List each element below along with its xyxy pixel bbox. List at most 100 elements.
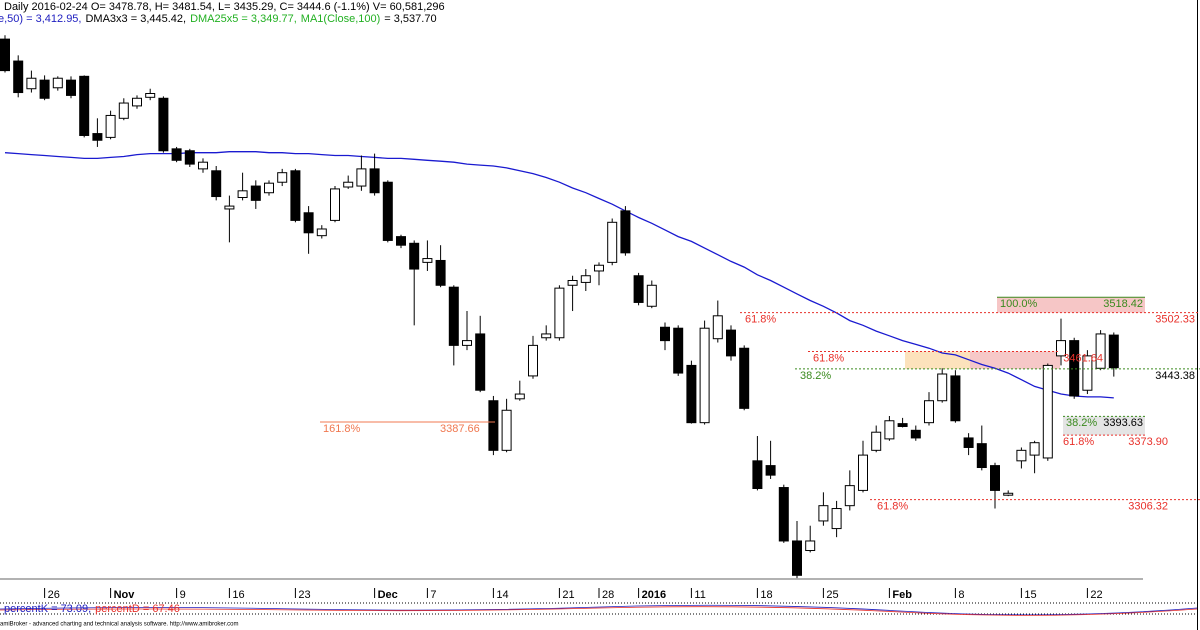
candle-body xyxy=(224,205,235,210)
candle-body xyxy=(871,431,882,451)
osc-item: percentD = 67.46 xyxy=(95,603,180,615)
candle-body xyxy=(1095,333,1106,369)
candle-body xyxy=(554,287,565,339)
fib-zone xyxy=(1063,416,1145,436)
fib-label: 38.2% xyxy=(1066,417,1097,429)
candle-body xyxy=(792,540,802,576)
x-tick-label: 7 xyxy=(430,589,436,601)
x-tick-label: Nov xyxy=(114,589,136,601)
candle-body xyxy=(686,364,697,424)
fib-label: 61.8% xyxy=(745,314,776,326)
fib-label: 161.8% xyxy=(323,423,361,435)
footer: amiBroker - advanced charting and techni… xyxy=(0,622,238,628)
candle-body xyxy=(211,170,222,198)
candle-body xyxy=(488,400,499,451)
candle-body xyxy=(462,340,472,346)
candle-body xyxy=(1042,364,1053,459)
candle-body xyxy=(990,465,1000,491)
candle-body xyxy=(343,181,354,188)
chart-title: Daily 2016-02-24 O= 3478.78, H= 3481.54,… xyxy=(4,1,445,13)
legend-item: MA1(Close,100) xyxy=(301,13,380,25)
fib-value: 3393.63 xyxy=(1103,417,1143,429)
candle-body xyxy=(818,505,829,522)
legend: e,50) = 3,412.95, DMA3x3 = 3,445.42, DMA25… xyxy=(0,13,437,25)
candle-body xyxy=(646,284,657,307)
candle-body xyxy=(105,114,116,138)
candle-body xyxy=(726,329,736,357)
legend-item: DMA25x5 = 3,349.77, xyxy=(190,13,297,25)
candle-body xyxy=(1069,340,1080,397)
candle-body xyxy=(528,344,538,377)
candle-body xyxy=(382,181,393,241)
x-tick-label: 21 xyxy=(562,589,574,601)
x-tick-label: 28 xyxy=(602,589,614,601)
candle-body xyxy=(1016,449,1027,462)
x-tick-label: 18 xyxy=(760,589,772,601)
candle-body xyxy=(118,102,129,119)
candle-body xyxy=(567,280,578,286)
legend-item: = 3,537.70 xyxy=(384,13,436,25)
x-tick-label: 16 xyxy=(232,589,244,601)
fib-value: 3373.90 xyxy=(1128,436,1168,448)
candle-body xyxy=(660,326,670,342)
x-tick-label: 23 xyxy=(298,589,310,601)
candle-body xyxy=(52,77,63,89)
fib-value: 3306.32 xyxy=(1128,501,1168,513)
candle-body xyxy=(264,182,274,194)
candle-body xyxy=(976,443,987,469)
candle-body xyxy=(237,190,248,198)
candle-body xyxy=(330,188,340,221)
candle-body xyxy=(66,79,76,96)
osc-line xyxy=(0,604,1198,616)
fib-value: 3387.66 xyxy=(440,423,480,435)
candle-body xyxy=(514,393,525,400)
candle-body xyxy=(541,333,552,339)
x-tick-label: 2016 xyxy=(642,589,666,601)
candle-body xyxy=(0,38,10,72)
fib-label: 61.8% xyxy=(813,352,844,364)
x-tick-label: 25 xyxy=(826,589,838,601)
candle-body xyxy=(158,97,169,152)
candle-body xyxy=(435,259,446,286)
x-tick-label: Feb xyxy=(892,589,912,601)
legend-item: e,50) = 3,412.95, xyxy=(0,13,81,25)
candle-body xyxy=(739,347,750,409)
candle-body xyxy=(422,258,433,263)
candle-body xyxy=(1056,340,1066,357)
fib-zone xyxy=(905,351,970,369)
x-tick-label: 26 xyxy=(48,589,60,601)
x-tick-label: 22 xyxy=(1090,589,1102,601)
candle-body xyxy=(277,172,288,183)
fib-zone xyxy=(970,351,1060,369)
candle-body xyxy=(409,242,420,270)
fib-label: 100.0% xyxy=(1000,298,1038,310)
candle-body xyxy=(778,487,789,542)
fib-label: 61.8% xyxy=(877,501,908,513)
candle-body xyxy=(831,508,842,530)
candle-body xyxy=(290,170,301,221)
candle-body xyxy=(303,212,314,234)
fib-value: 3461.64 xyxy=(1063,352,1103,364)
osc-line xyxy=(0,606,1198,616)
x-tick-label: 15 xyxy=(1024,589,1036,601)
candle-body xyxy=(250,185,261,201)
candle-body xyxy=(752,460,763,489)
candle-body xyxy=(316,228,327,237)
candle-body xyxy=(369,168,380,194)
candle-body xyxy=(79,75,90,136)
candle-body xyxy=(937,373,948,402)
candle-body xyxy=(396,236,406,246)
candle-body xyxy=(13,60,24,94)
fib-value: 3502.33 xyxy=(1155,314,1195,326)
fib-zone xyxy=(997,297,1145,313)
candle-body xyxy=(39,79,50,99)
fib-value: 3443.38 xyxy=(1155,370,1195,382)
candle-body xyxy=(132,97,142,107)
candle-body xyxy=(805,540,816,552)
candle-body xyxy=(673,327,684,374)
candle-body xyxy=(26,77,37,90)
candle-body xyxy=(1003,492,1014,496)
candle-body xyxy=(712,315,723,340)
